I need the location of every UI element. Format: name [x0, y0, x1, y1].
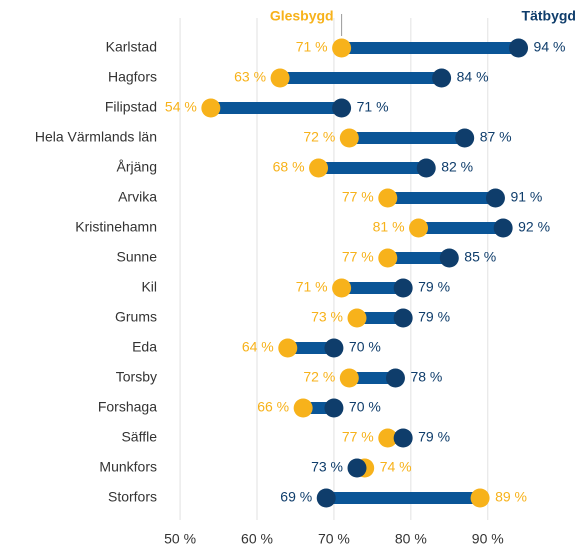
value-label: 71 % — [296, 279, 328, 295]
value-label: 89 % — [495, 489, 527, 505]
value-label: 70 % — [349, 339, 381, 355]
value-label: 69 % — [280, 489, 312, 505]
value-label: 73 % — [311, 459, 343, 475]
value-label: 77 % — [342, 189, 374, 205]
value-label: 73 % — [311, 309, 343, 325]
dot — [385, 368, 405, 388]
dot — [409, 218, 429, 238]
value-label: 72 % — [303, 129, 335, 145]
value-label: 70 % — [349, 399, 381, 415]
y-tick-label: Säffle — [121, 429, 157, 445]
dot — [270, 68, 290, 88]
legend-label: Tätbygd — [522, 8, 576, 24]
value-label: 81 % — [373, 219, 405, 235]
dot — [393, 308, 413, 328]
value-label: 68 % — [273, 159, 305, 175]
value-label: 77 % — [342, 249, 374, 265]
y-tick-label: Torsby — [116, 369, 157, 385]
legend-label: Glesbygd — [270, 8, 334, 24]
value-label: 85 % — [464, 249, 496, 265]
value-label: 63 % — [234, 69, 266, 85]
value-label: 78 % — [410, 369, 442, 385]
value-label: 91 % — [510, 189, 542, 205]
dot — [455, 128, 475, 148]
y-tick-label: Kristinehamn — [75, 219, 157, 235]
dot — [378, 248, 398, 268]
dot — [347, 308, 367, 328]
dot — [278, 338, 298, 358]
value-label: 79 % — [418, 429, 450, 445]
dot — [332, 278, 352, 298]
value-label: 77 % — [342, 429, 374, 445]
dot — [509, 38, 529, 58]
value-label: 72 % — [303, 369, 335, 385]
dot — [347, 458, 367, 478]
dot — [332, 38, 352, 58]
x-tick-label: 70 % — [318, 531, 350, 547]
value-label: 87 % — [480, 129, 512, 145]
dot — [339, 368, 359, 388]
dot — [393, 278, 413, 298]
dot — [309, 158, 329, 178]
y-tick-label: Hela Värmlands län — [35, 129, 157, 145]
dot — [324, 398, 344, 418]
x-tick-label: 60 % — [241, 531, 273, 547]
y-tick-label: Filipstad — [105, 99, 157, 115]
dot — [378, 188, 398, 208]
dot — [439, 248, 459, 268]
value-label: 84 % — [457, 69, 489, 85]
dot — [201, 98, 221, 118]
y-tick-label: Eda — [132, 339, 157, 355]
y-tick-label: Hagfors — [108, 69, 157, 85]
x-tick-label: 80 % — [395, 531, 427, 547]
dot — [393, 428, 413, 448]
y-tick-label: Forshaga — [98, 399, 157, 415]
y-tick-label: Grums — [115, 309, 157, 325]
value-label: 54 % — [165, 99, 197, 115]
y-tick-label: Kil — [141, 279, 157, 295]
dot — [339, 128, 359, 148]
dot — [485, 188, 505, 208]
dot — [432, 68, 452, 88]
value-label: 64 % — [242, 339, 274, 355]
value-label: 71 % — [296, 39, 328, 55]
value-label: 92 % — [518, 219, 550, 235]
y-tick-label: Karlstad — [106, 39, 157, 55]
value-label: 74 % — [380, 459, 412, 475]
value-label: 66 % — [257, 399, 289, 415]
dot — [378, 428, 398, 448]
y-tick-label: Årjäng — [117, 159, 157, 175]
dot — [416, 158, 436, 178]
dot — [493, 218, 513, 238]
dot — [316, 488, 336, 508]
value-label: 71 % — [357, 99, 389, 115]
dot — [293, 398, 313, 418]
x-tick-label: 90 % — [472, 531, 504, 547]
y-tick-label: Munkfors — [99, 459, 157, 475]
dot — [324, 338, 344, 358]
value-label: 79 % — [418, 309, 450, 325]
y-tick-label: Storfors — [108, 489, 157, 505]
value-label: 82 % — [441, 159, 473, 175]
y-tick-label: Arvika — [118, 189, 157, 205]
dot — [470, 488, 490, 508]
value-label: 94 % — [534, 39, 566, 55]
value-label: 79 % — [418, 279, 450, 295]
x-tick-label: 50 % — [164, 531, 196, 547]
dot — [332, 98, 352, 118]
y-tick-label: Sunne — [117, 249, 158, 265]
